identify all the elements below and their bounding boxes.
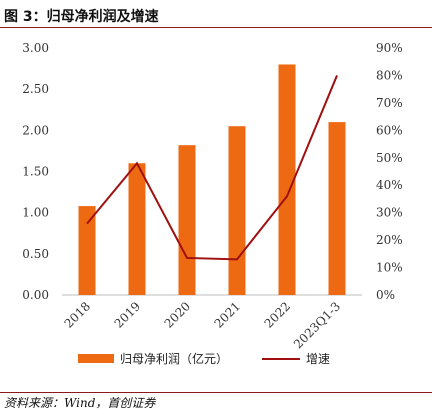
figure-title: 图 3：归母净利润及增速 <box>4 9 159 25</box>
left-tick-label: 1.00 <box>22 206 49 220</box>
left-tick-label: 0.50 <box>22 247 49 261</box>
right-axis-ticks: 0% 10% 20% 30% 40% 50% 60% 70% 80% 90% <box>376 41 403 302</box>
left-tick-label: 1.50 <box>22 165 49 179</box>
x-tick-label: 2018 <box>62 299 93 330</box>
figure-header: 图 3：归母净利润及增速 <box>0 0 432 28</box>
x-tick-label: 2022 <box>262 299 293 330</box>
footer-rule <box>0 392 432 393</box>
bar <box>228 126 246 295</box>
left-tick-label: 2.00 <box>22 123 49 137</box>
legend-bar-swatch <box>78 354 114 363</box>
growth-line <box>86 75 338 261</box>
right-tick-label: 20% <box>376 233 403 247</box>
left-tick-label: 2.50 <box>22 82 49 96</box>
x-tick-label: 2023Q1-3 <box>291 299 343 351</box>
legend-line-label: 增速 <box>306 352 330 366</box>
right-tick-label: 60% <box>376 123 403 137</box>
right-tick-label: 80% <box>376 68 403 82</box>
bar <box>78 206 96 295</box>
x-tick-label: 2019 <box>112 299 143 330</box>
right-tick-label: 0% <box>376 288 395 302</box>
right-tick-label: 30% <box>376 206 403 220</box>
x-tick-label: 2020 <box>162 299 193 330</box>
left-tick-label: 3.00 <box>22 41 49 55</box>
source-note: 资料来源：Wind，首创证券 <box>4 396 156 410</box>
legend: 归母净利润（亿元） 增速 <box>78 351 330 366</box>
bar <box>128 163 146 295</box>
bar-series <box>78 64 346 295</box>
right-tick-label: 10% <box>376 261 403 275</box>
left-axis-ticks: 0.00 0.50 1.00 1.50 2.00 2.50 3.00 <box>22 41 49 302</box>
left-tick-label: 0.00 <box>22 288 49 302</box>
legend-bar-label: 归母净利润（亿元） <box>120 351 228 366</box>
chart: 0.00 0.50 1.00 1.50 2.00 2.50 3.00 0% 10% 20% 30%… <box>22 41 403 366</box>
bar <box>278 64 296 295</box>
bar <box>328 122 346 295</box>
header-rule <box>0 27 432 28</box>
bar <box>178 145 196 295</box>
right-tick-label: 40% <box>376 178 403 192</box>
x-tick-label: 2021 <box>212 299 243 330</box>
right-tick-label: 90% <box>376 41 403 55</box>
right-tick-label: 70% <box>376 96 403 110</box>
right-tick-label: 50% <box>376 151 403 165</box>
